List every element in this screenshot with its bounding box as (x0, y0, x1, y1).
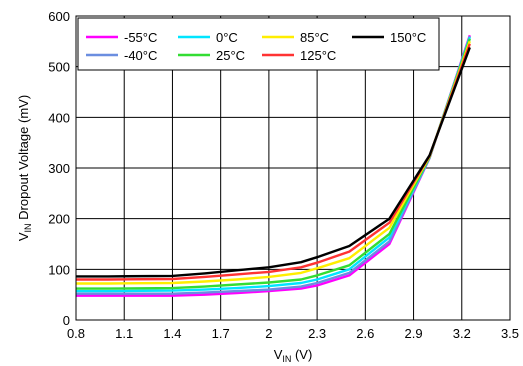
legend: -55°C -40°C 0°C 25°C 85°C 125°C 150°C (77, 17, 440, 71)
x-axis-label: VIN (V) (274, 347, 313, 364)
x-tick-label: 3.5 (501, 326, 519, 341)
x-tick-labels: 0.8 1.1 1.4 1.7 2 2.3 2.6 2.9 3.2 3.5 (67, 326, 519, 341)
legend-label: 150°C (390, 30, 426, 45)
series-line (76, 36, 471, 293)
series-line (76, 43, 471, 281)
legend-label: 125°C (300, 48, 336, 63)
x-tick-label: 1.7 (212, 326, 230, 341)
legend-label: 25°C (216, 48, 245, 63)
x-tick-label: 3.2 (453, 326, 471, 341)
y-tick-label: 0 (63, 313, 70, 328)
y-tick-labels: 0 100 200 300 400 500 600 (48, 9, 70, 328)
x-tick-label: 1.4 (163, 326, 181, 341)
y-tick-label: 200 (48, 212, 70, 227)
legend-box (77, 17, 440, 71)
y-tick-label: 300 (48, 161, 70, 176)
x-tick-label: 2.3 (308, 326, 326, 341)
y-tick-label: 500 (48, 60, 70, 75)
y-tick-label: 100 (48, 262, 70, 277)
x-tick-label: 0.8 (67, 326, 85, 341)
legend-label: -55°C (124, 30, 157, 45)
legend-label: 85°C (300, 30, 329, 45)
x-tick-label: 1.1 (115, 326, 133, 341)
x-tick-label: 2.6 (356, 326, 374, 341)
legend-label: -40°C (124, 48, 157, 63)
plot-frame (75, 15, 511, 321)
series-line (76, 46, 471, 278)
series-line (76, 40, 471, 285)
series-lines (76, 34, 471, 297)
x-tick-label: 2 (265, 326, 272, 341)
series-line (76, 38, 471, 290)
y-tick-label: 600 (48, 9, 70, 24)
legend-label: 0°C (216, 30, 238, 45)
y-axis-label: VIN Dropout Voltage (mV) (16, 95, 33, 241)
x-tick-label: 2.9 (405, 326, 423, 341)
y-tick-label: 400 (48, 110, 70, 125)
series-line (76, 35, 471, 295)
